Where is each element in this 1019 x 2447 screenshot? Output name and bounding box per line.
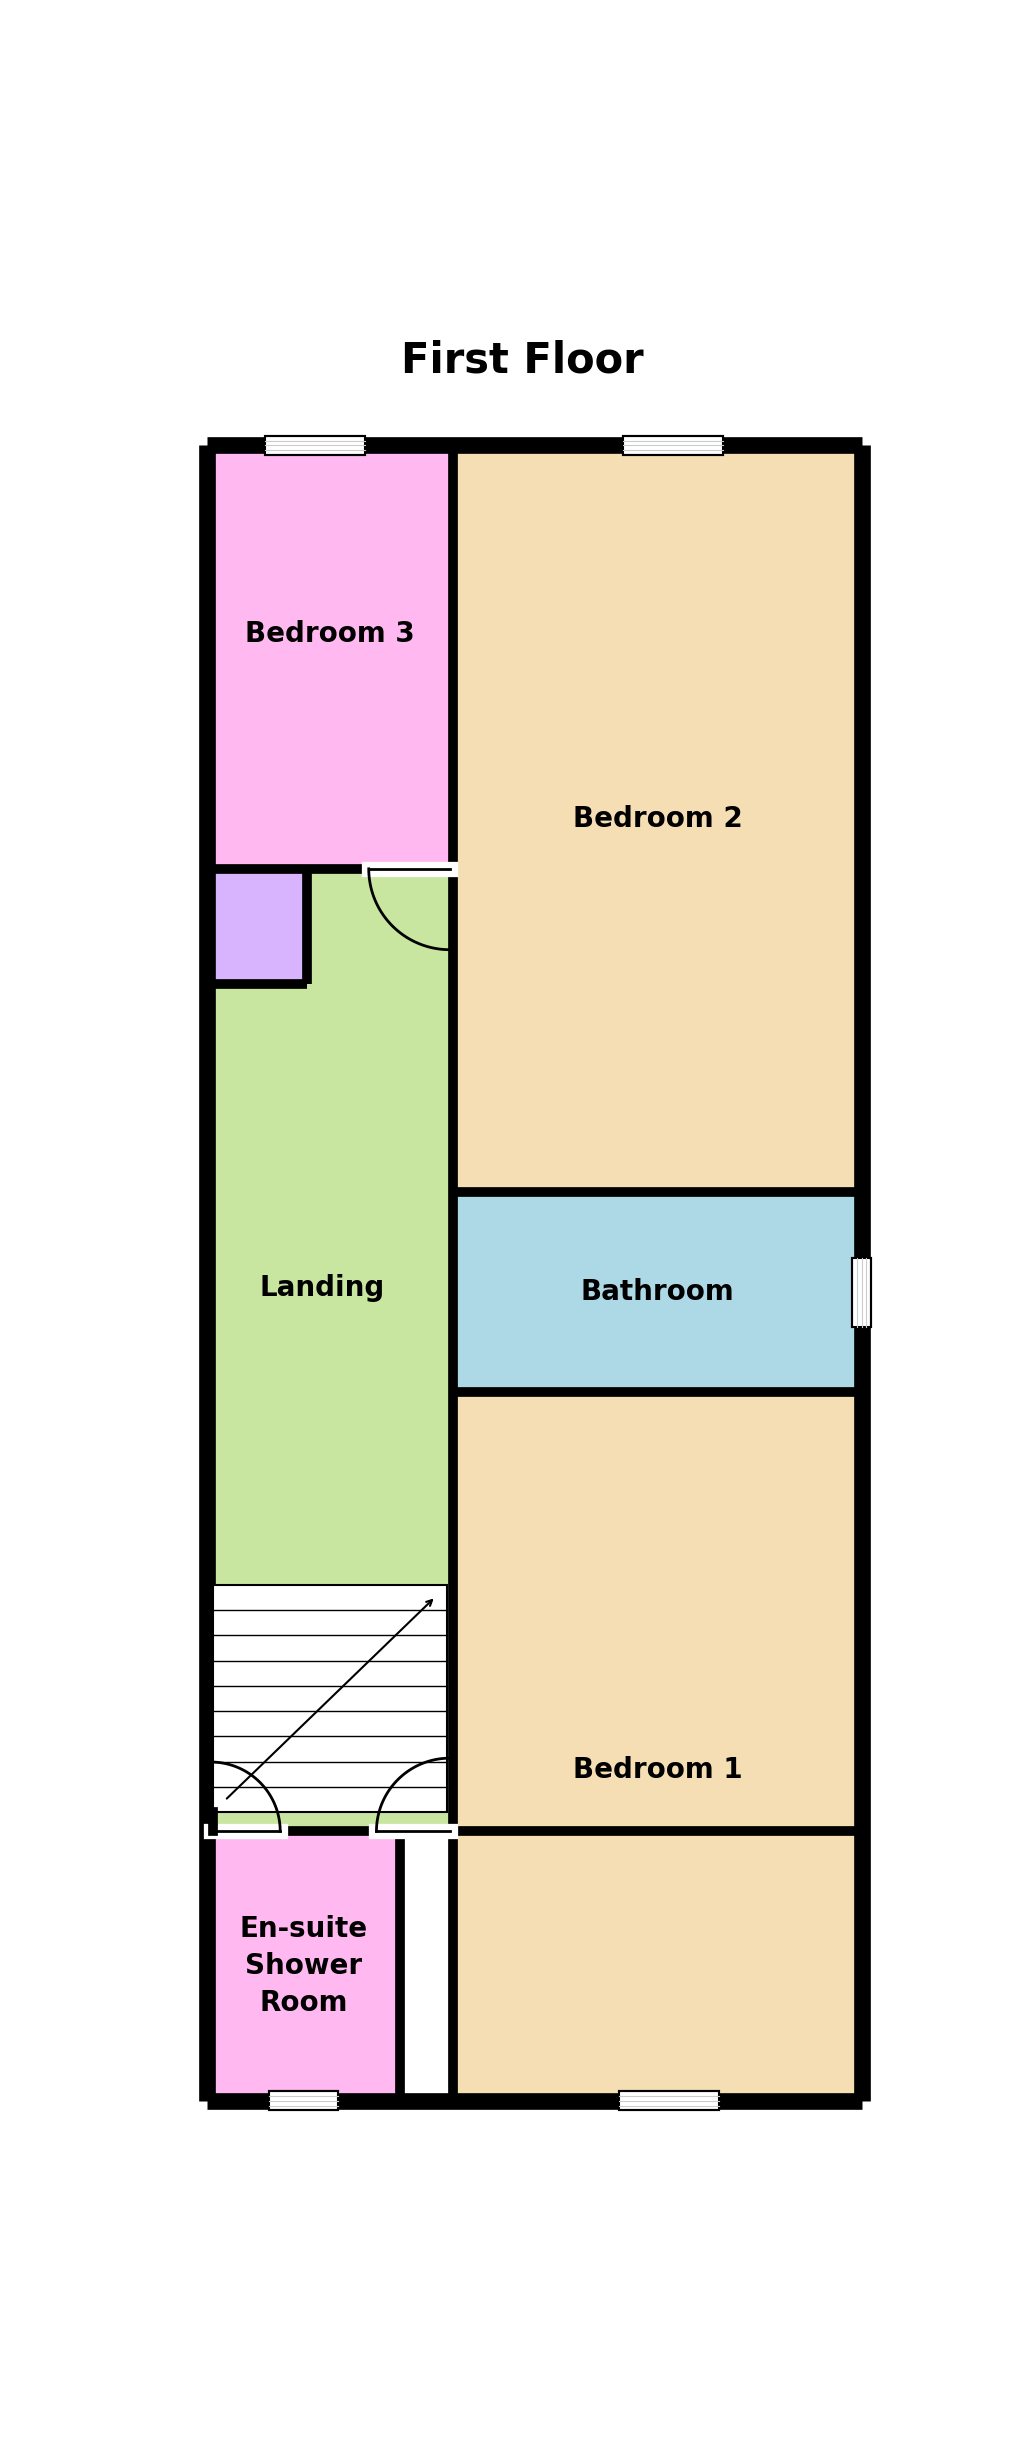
Text: Landing: Landing <box>260 1275 385 1302</box>
Text: Bathroom: Bathroom <box>580 1277 734 1307</box>
Bar <box>619 2092 718 2109</box>
Text: Bedroom 3: Bedroom 3 <box>246 619 415 648</box>
Bar <box>207 445 453 869</box>
Text: Bedroom 2: Bedroom 2 <box>572 805 742 832</box>
Bar <box>623 436 722 455</box>
Text: First Floor: First Floor <box>401 340 643 382</box>
Bar <box>207 869 453 1830</box>
Bar <box>851 1258 870 1326</box>
Bar <box>207 1830 399 2102</box>
Bar <box>207 869 307 984</box>
Bar <box>265 436 365 455</box>
Bar <box>268 2092 337 2109</box>
Bar <box>453 445 861 1192</box>
Bar <box>453 1192 861 1392</box>
Text: Bedroom 1: Bedroom 1 <box>572 1757 742 1784</box>
Bar <box>453 1392 861 2102</box>
Bar <box>213 1586 447 1813</box>
Text: En-suite
Shower
Room: En-suite Shower Room <box>239 1916 367 2016</box>
